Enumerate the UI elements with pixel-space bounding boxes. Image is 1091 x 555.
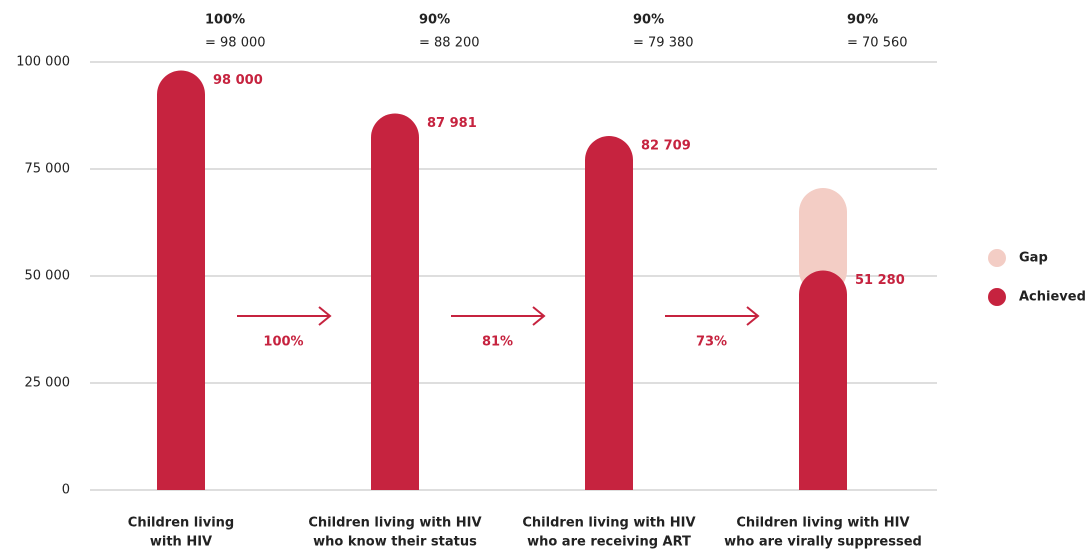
- value-label: 87 981: [427, 116, 477, 131]
- y-tick-label: 100 000: [16, 55, 70, 70]
- x-tick-label: Children living with HIV: [736, 516, 909, 531]
- x-tick-label: who are receiving ART: [527, 535, 691, 550]
- x-tick-label: who know their status: [313, 535, 477, 550]
- target-value: = 98 000: [205, 36, 266, 51]
- bar: [799, 270, 847, 490]
- y-tick-label: 25 000: [25, 376, 71, 391]
- bar: [157, 70, 205, 490]
- conversion-label: 100%: [263, 335, 303, 350]
- conversion-label: 81%: [482, 335, 513, 350]
- target-percent: 90%: [847, 13, 878, 28]
- value-label: 82 709: [641, 139, 691, 154]
- arrow-head: [532, 306, 546, 326]
- x-tick-label: Children living: [128, 516, 234, 531]
- value-label: 51 280: [855, 273, 905, 288]
- y-tick-label: 0: [62, 483, 70, 498]
- arrow-head: [746, 306, 760, 326]
- target-percent: 90%: [419, 13, 450, 28]
- legend-swatch: [988, 288, 1006, 306]
- arrow-head: [318, 306, 332, 326]
- target-percent: 100%: [205, 13, 245, 28]
- legend-label: Gap: [1019, 251, 1048, 266]
- y-tick-label: 50 000: [25, 269, 71, 284]
- y-tick-label: 75 000: [25, 162, 71, 177]
- conversion-label: 73%: [696, 335, 727, 350]
- x-tick-label: Children living with HIV: [308, 516, 481, 531]
- gap-bar: [799, 188, 847, 295]
- target-percent: 90%: [633, 13, 664, 28]
- legend-label: Achieved: [1019, 290, 1086, 305]
- bar: [371, 113, 419, 491]
- x-tick-label: with HIV: [150, 535, 212, 550]
- x-tick-label: who are virally suppressed: [724, 535, 922, 550]
- target-value: = 70 560: [847, 36, 908, 51]
- x-tick-label: Children living with HIV: [522, 516, 695, 531]
- target-value: = 88 200: [419, 36, 480, 51]
- legend-swatch: [988, 249, 1006, 267]
- value-label: 98 000: [213, 73, 263, 88]
- target-value: = 79 380: [633, 36, 694, 51]
- bar: [585, 136, 633, 490]
